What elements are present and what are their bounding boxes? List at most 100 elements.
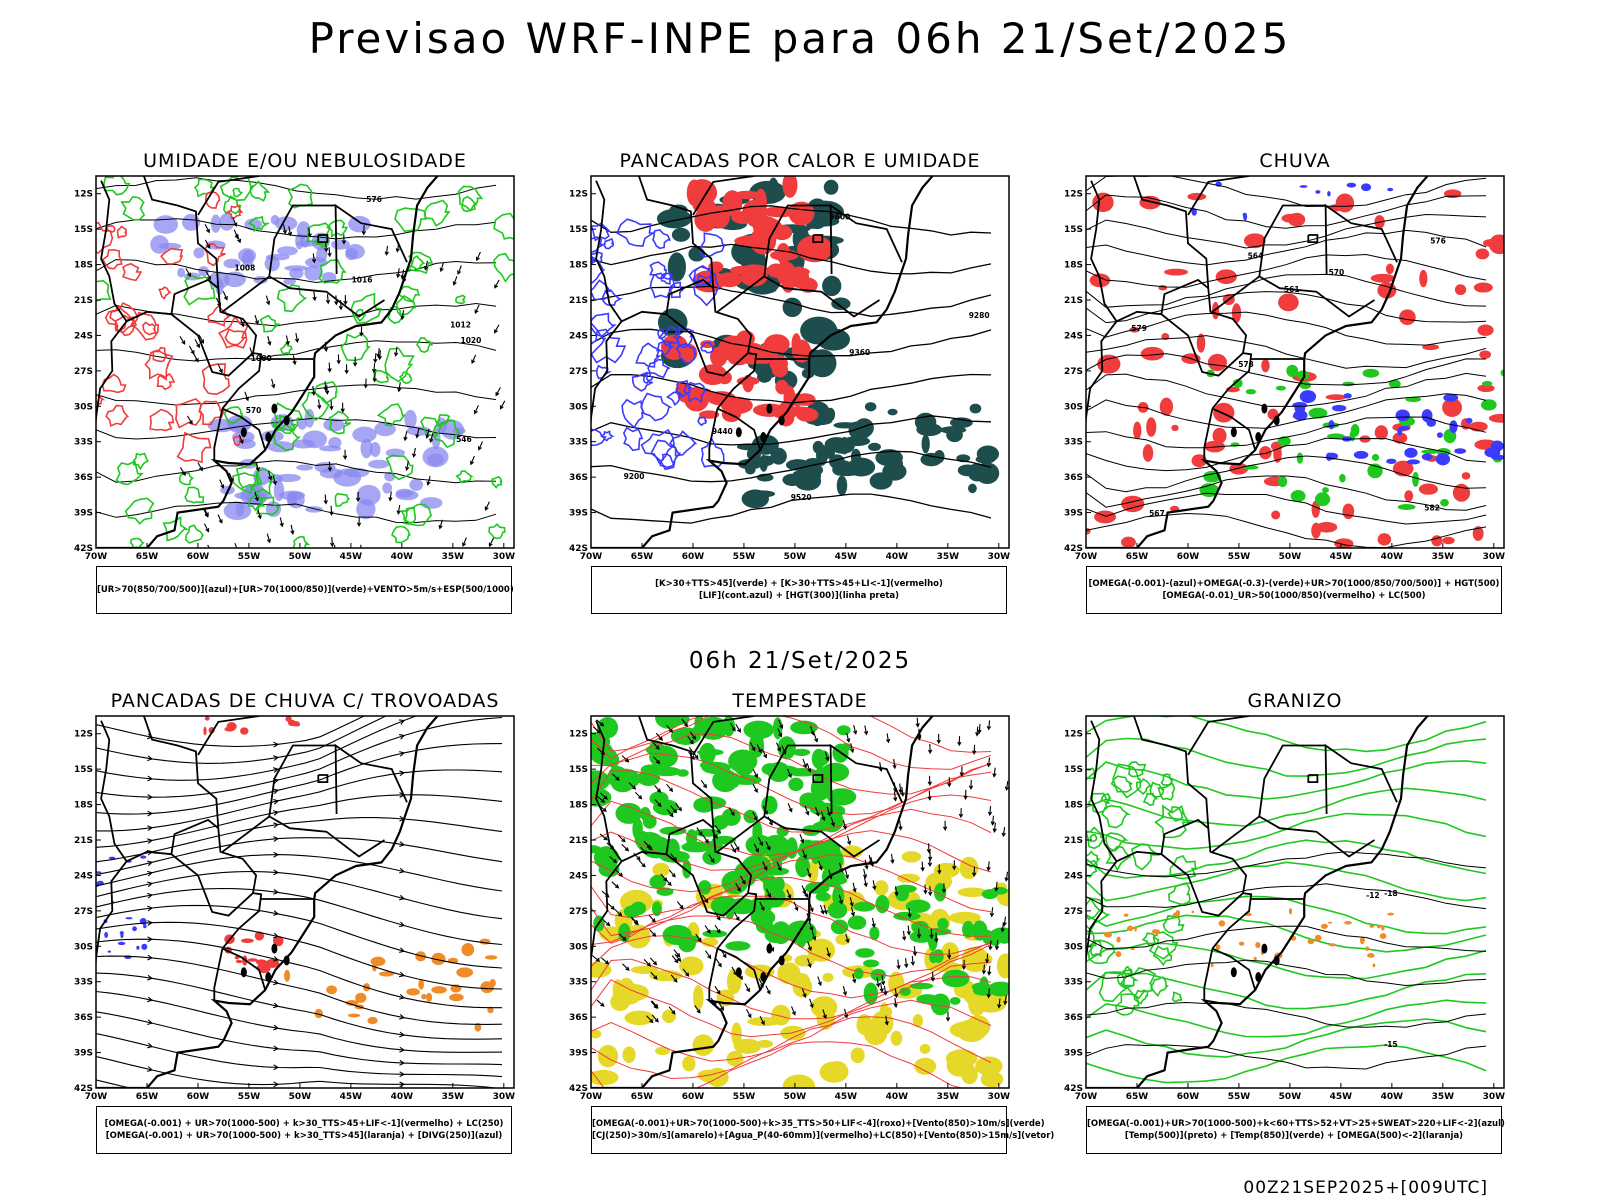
contour-label: 579 [1131,324,1147,333]
temp850-contour [1086,767,1097,780]
state-border [96,860,128,972]
li-red-area [747,215,777,229]
water-red-contour [591,830,992,893]
humidity-blue-area [352,426,377,443]
wind-vector [879,982,884,993]
streamline-250-arrow [398,719,406,725]
streamline-250-arrow [147,905,154,912]
lon-tick-label: 60W [187,552,210,562]
wind850-green-area [821,762,850,782]
state-border [812,774,824,783]
omega-blue-area [1387,187,1394,192]
thickness-red-contour [224,328,247,346]
panel-granizo: GRANIZO -12 -15 -18 12S 15S 18S 21S 24S 27S 30S 33S… [1046,690,1516,1170]
lon-tick-label: 35W [937,1092,960,1102]
wind-vector [910,955,916,967]
wind-vector [893,997,898,1009]
panel-title: GRANIZO [1247,690,1343,712]
omega-green-area [1308,407,1328,419]
wind850-green-area [637,769,661,787]
wind-vector [645,842,653,851]
state-border [812,234,824,243]
streamline-250-arrow [399,734,406,740]
divergence-blue-area [141,943,148,950]
legend-line: [OMEGA(-0.001)+UR>70(1000-500)+k<60+TTS>… [1087,1119,1505,1129]
wind-vector [842,819,847,830]
wind850-green-area [941,969,970,988]
omega-blue-area [1406,459,1420,465]
wind-vector [222,291,228,301]
rain-red-area [1311,500,1321,518]
water-red-contour [591,794,992,857]
wind-vector [892,759,897,770]
humidity-blue-area [419,497,443,509]
wind-vector [655,732,663,741]
wind-vector [285,335,290,346]
state-border [591,320,623,432]
wind-vector [694,1005,701,1014]
k-tts-green-area [875,449,903,467]
lat-tick-label: 15S [74,765,93,775]
streamline-250-arrow [399,1013,406,1020]
omega500-orange-area [1218,920,1226,927]
k-tts-green-area [737,458,763,470]
humidity-blue-area [223,258,241,269]
wind850-green-area [722,716,735,737]
lat-tick-label: 18S [74,261,93,271]
wind-vector [728,807,735,817]
wind-vector [819,904,825,915]
streamline-250-arrow [273,910,280,916]
panel-title: UMIDADE E/OU NEBULOSIDADE [143,150,467,172]
omega-green-area [1296,370,1310,380]
hgt500-contour [1086,512,1487,548]
wind-vector [376,348,381,359]
wind850-green-area [826,788,857,806]
wind-vector [778,719,784,730]
humidity-blue-area [345,244,365,260]
wind-vector [730,844,737,854]
streamline-250-arrow [147,936,154,943]
streamline-250-arrow [147,954,154,961]
wind-vector [238,434,244,445]
lat-tick-label: 42S [1064,1084,1083,1094]
pressure-isobar [96,259,497,284]
wind-vector [272,475,277,486]
water-red-contour [591,770,992,833]
streamline-250-arrow [147,1066,154,1072]
lif-blue-contour [591,428,607,447]
omega-blue-area [1465,417,1473,424]
wind-vector [872,880,877,891]
humidity-blue-area [404,409,417,429]
wind850-green-area [699,760,719,770]
temp850-contour [1086,914,1487,953]
streamline-250-arrow [273,1002,280,1009]
lat-tick-label: 24S [1064,871,1083,881]
humidity-blue-area [153,215,179,234]
lif-blue-contour [650,439,682,471]
wind-vector [363,378,368,389]
temp850-contour [1114,993,1140,1016]
wind-vector [359,326,364,337]
humidity-blue-area [422,446,449,468]
wind-vector [475,251,481,262]
lon-tick-label: 55W [238,1092,261,1102]
lat-tick-label: 39S [569,1049,588,1059]
panel-title: PANCADAS POR CALOR E UMIDADE [619,150,981,172]
wind-vector [733,842,740,852]
wind-vector [765,985,771,995]
humidity-green-contour [162,516,190,542]
temp850-contour [1086,859,1098,878]
wind-vector [762,861,768,871]
rain-red-area [1311,522,1321,539]
omega500-orange-area [1104,931,1113,938]
k-tts-green-area [823,179,839,195]
k-tts-green-area [800,316,838,345]
wind-vector [648,914,656,923]
omega-blue-area [1299,390,1317,403]
wind-vector [648,929,657,937]
state-border [708,408,719,461]
lon-tick-label: 60W [682,552,705,562]
rain-red-area [1418,483,1438,495]
wind850-green-area [725,941,751,951]
contour-label: 567 [1149,509,1165,518]
